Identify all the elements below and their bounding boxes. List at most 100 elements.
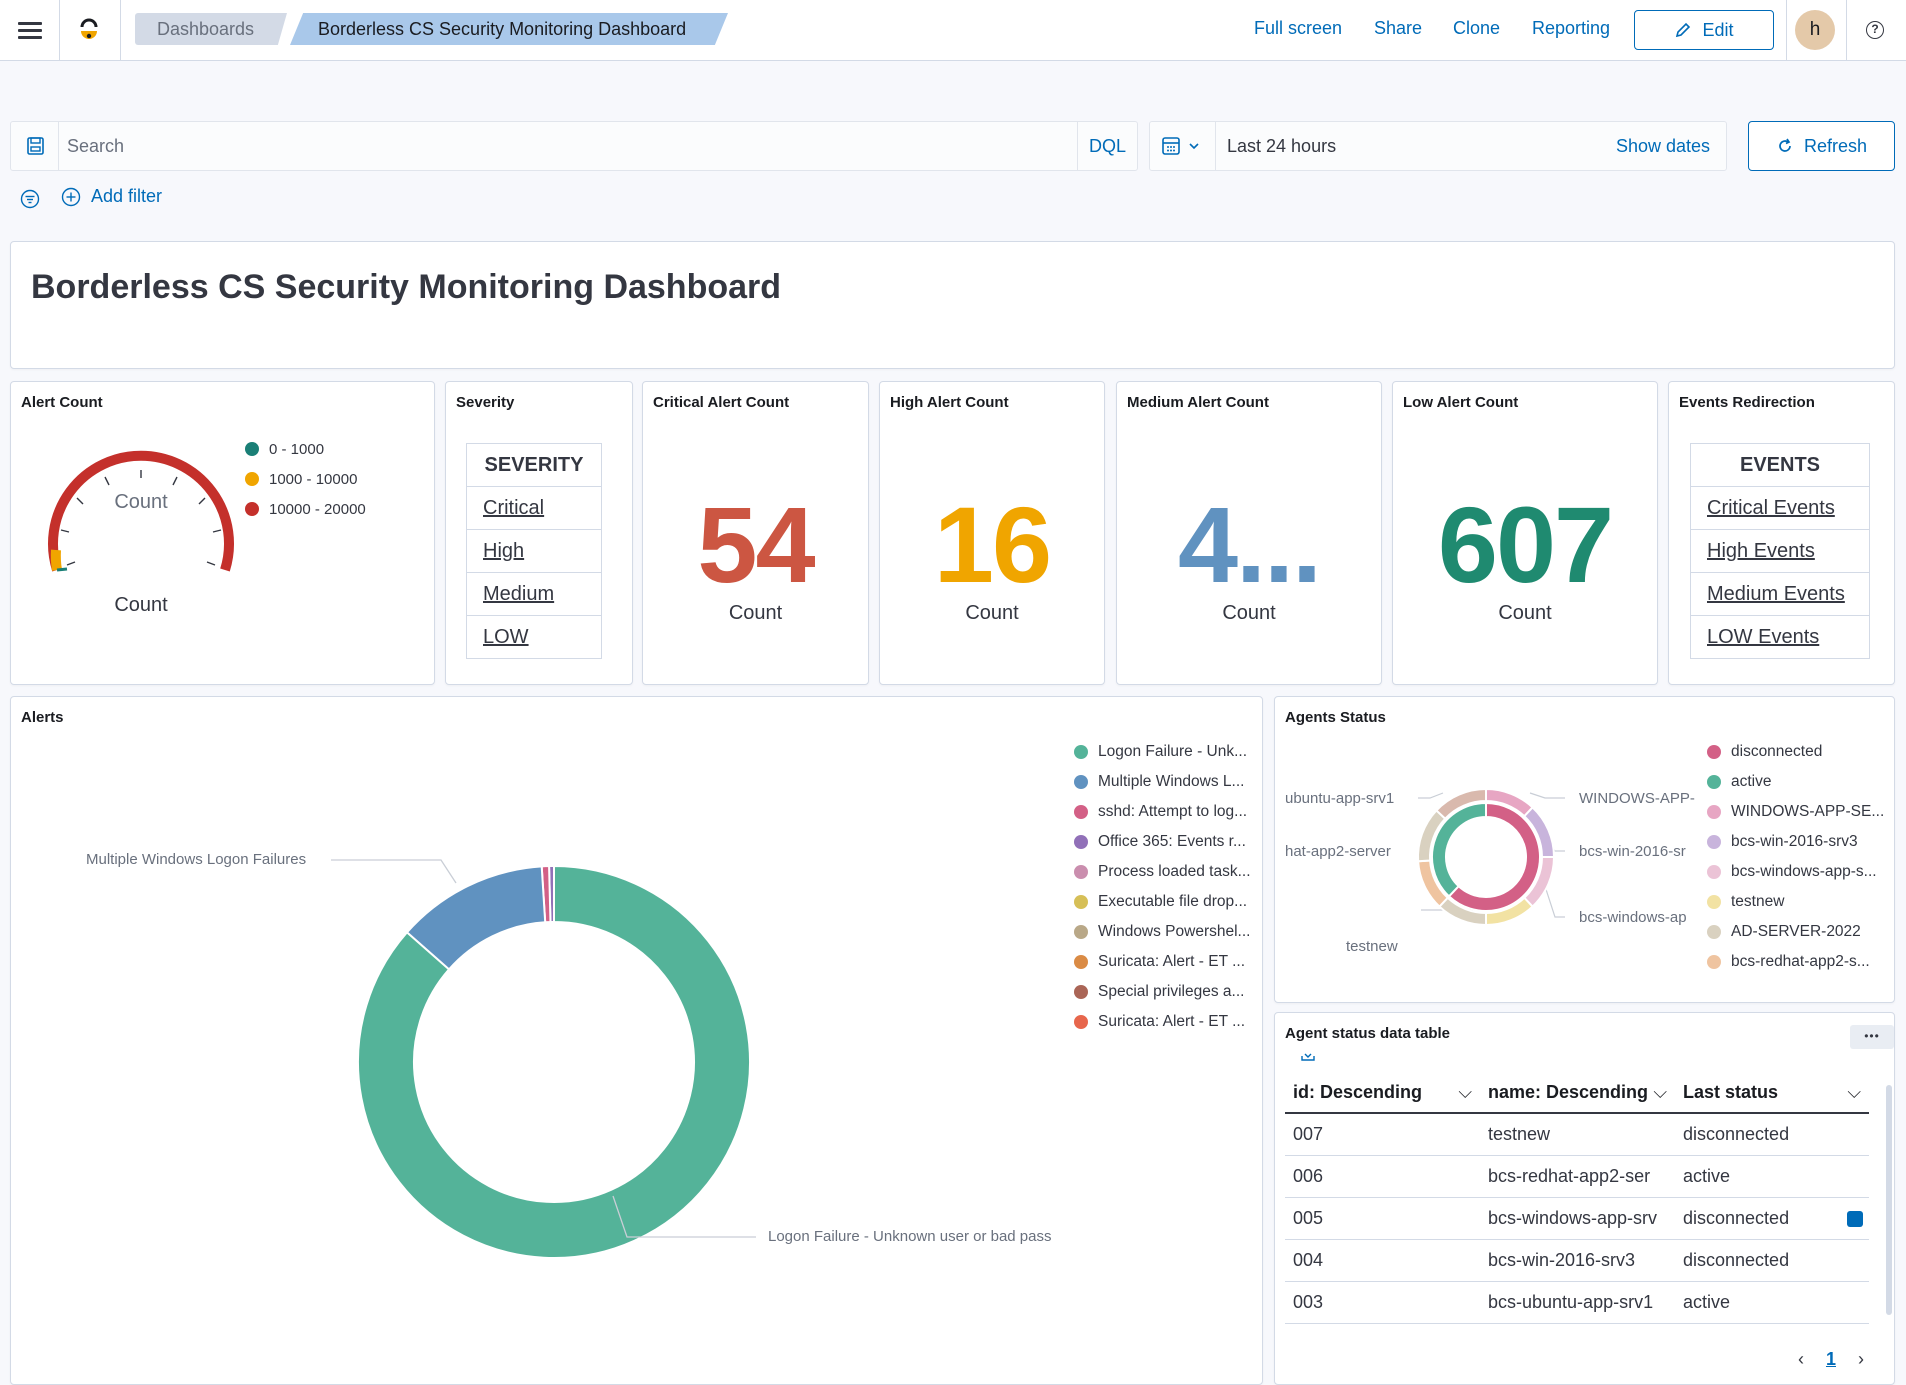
- column-header-name[interactable]: name: Descending ⌵: [1480, 1073, 1675, 1114]
- share-link[interactable]: Share: [1374, 18, 1423, 38]
- clone-link[interactable]: Clone: [1453, 18, 1501, 38]
- table-row: 005 bcs-windows-app-srv disconnected: [1285, 1197, 1869, 1240]
- cell-name: testnew: [1480, 1113, 1675, 1156]
- sunburst-callout-label: testnew: [1346, 938, 1398, 955]
- legend-item[interactable]: AD-SERVER-2022: [1707, 917, 1884, 947]
- legend-item[interactable]: 10000 - 20000: [245, 494, 366, 524]
- panel-options-button[interactable]: •••: [1850, 1025, 1894, 1049]
- agents-status-sunburst-chart: ubuntu-app-srv1 hat-app2-server testnew …: [1285, 787, 1695, 955]
- legend-label: Special privileges a...: [1098, 983, 1245, 1000]
- download-icon[interactable]: [1301, 1049, 1315, 1061]
- sunburst-inner-slice[interactable]: [1447, 801, 1541, 912]
- legend-item[interactable]: active: [1707, 767, 1884, 797]
- legend-label: 0 - 1000: [269, 440, 325, 458]
- gauge-sub-label: Count: [114, 594, 168, 616]
- low-events-link[interactable]: LOW Events: [1690, 615, 1870, 659]
- sunburst-callout-label: bcs-win-2016-sr: [1579, 843, 1686, 860]
- severity-link-medium[interactable]: Medium: [466, 572, 602, 616]
- time-range-value[interactable]: Last 24 hours: [1227, 136, 1337, 156]
- saved-query-button[interactable]: [11, 122, 59, 170]
- edit-button[interactable]: Edit: [1634, 10, 1774, 50]
- cell-id: 005: [1285, 1197, 1480, 1240]
- high-events-link[interactable]: High Events: [1690, 529, 1870, 573]
- legend-item[interactable]: 0 - 1000: [245, 434, 366, 464]
- donut-slice[interactable]: [357, 864, 751, 1259]
- legend-item[interactable]: Office 365: Events r...: [1074, 827, 1251, 857]
- legend-color-dot: [1074, 835, 1088, 849]
- hamburger-menu-icon[interactable]: [14, 16, 46, 44]
- sunburst-outer-slice[interactable]: [1435, 787, 1487, 821]
- severity-link-low[interactable]: LOW: [466, 615, 602, 659]
- reporting-link[interactable]: Reporting: [1532, 18, 1611, 38]
- show-dates-link[interactable]: Show dates: [1615, 136, 1710, 156]
- legend-label: AD-SERVER-2022: [1731, 923, 1861, 940]
- legend-item[interactable]: bcs-win-2016-srv3: [1707, 827, 1884, 857]
- legend-item[interactable]: Executable file drop...: [1074, 887, 1251, 917]
- critical-events-link[interactable]: Critical Events: [1690, 486, 1870, 530]
- page-number[interactable]: 1: [1825, 1349, 1836, 1369]
- donut-slice[interactable]: [405, 865, 547, 971]
- search-input[interactable]: [67, 132, 1067, 160]
- app-logo-icon[interactable]: [72, 14, 106, 48]
- legend-color-dot: [1707, 955, 1721, 969]
- legend-item[interactable]: sshd: Attempt to log...: [1074, 797, 1251, 827]
- legend-item[interactable]: 1000 - 10000: [245, 464, 366, 494]
- breadcrumb-dashboards[interactable]: Dashboards: [135, 13, 287, 45]
- cell-status: disconnected: [1675, 1197, 1869, 1240]
- cell-name: bcs-win-2016-srv3: [1480, 1239, 1675, 1282]
- legend-item[interactable]: Suricata: Alert - ET ...: [1074, 947, 1251, 977]
- legend-item[interactable]: Windows Powershel...: [1074, 917, 1251, 947]
- legend-item[interactable]: Suricata: Alert - ET ...: [1074, 1007, 1251, 1037]
- quick-date-menu-button[interactable]: [1150, 122, 1216, 170]
- medium-events-link[interactable]: Medium Events: [1690, 572, 1870, 616]
- chevron-down-icon: ⌵: [1653, 1082, 1667, 1102]
- legend-item[interactable]: testnew: [1707, 887, 1884, 917]
- legend-color-dot: [1707, 835, 1721, 849]
- save-icon: [27, 137, 44, 155]
- user-avatar[interactable]: h: [1795, 10, 1835, 50]
- column-header-id[interactable]: id: Descending ⌵: [1285, 1073, 1480, 1114]
- agent-status-table-panel: Agent status data table ••• id: Descendi…: [1274, 1012, 1895, 1385]
- refresh-button[interactable]: Refresh: [1748, 121, 1895, 171]
- top-navigation-bar: Dashboards Borderless CS Security Monito…: [0, 0, 1906, 61]
- column-header-last-status[interactable]: Last status ⌵: [1675, 1073, 1869, 1114]
- legend-item[interactable]: disconnected: [1707, 737, 1884, 767]
- legend-item[interactable]: bcs-redhat-app2-s...: [1707, 947, 1884, 977]
- cell-status: disconnected: [1675, 1113, 1869, 1156]
- add-filter-button[interactable]: Add filter: [61, 186, 162, 207]
- table-scrollbar[interactable]: [1886, 1085, 1892, 1315]
- medium-count-value: 4...: [1177, 484, 1322, 605]
- legend-item[interactable]: bcs-windows-app-s...: [1707, 857, 1884, 887]
- cell-action-icon[interactable]: [1847, 1210, 1863, 1227]
- medium-alert-count-panel: Medium Alert Count 4... Count: [1116, 381, 1382, 685]
- critical-count-value: 54: [697, 484, 815, 605]
- severity-header: SEVERITY: [466, 443, 602, 487]
- legend-item[interactable]: WINDOWS-APP-SE...: [1707, 797, 1884, 827]
- severity-link-critical[interactable]: Critical: [466, 486, 602, 530]
- legend-color-dot: [245, 442, 259, 456]
- help-icon[interactable]: ?: [1866, 21, 1884, 39]
- legend-label: disconnected: [1731, 743, 1823, 760]
- critical-alert-count-panel: Critical Alert Count 54 Count: [642, 381, 869, 685]
- filter-menu-icon[interactable]: [20, 189, 40, 209]
- full-screen-link[interactable]: Full screen: [1254, 18, 1343, 38]
- panel-title: Low Alert Count: [1403, 394, 1519, 411]
- legend-item[interactable]: Multiple Windows L...: [1074, 767, 1251, 797]
- sunburst-callout-label: WINDOWS-APP-: [1579, 790, 1695, 807]
- legend-item[interactable]: Special privileges a...: [1074, 977, 1251, 1007]
- donut-callout-label: Multiple Windows Logon Failures: [86, 851, 306, 868]
- legend-color-dot: [1707, 805, 1721, 819]
- header-divider: [120, 0, 121, 60]
- legend-label: Suricata: Alert - ET ...: [1098, 1013, 1246, 1030]
- legend-label: Executable file drop...: [1098, 893, 1248, 910]
- previous-page-icon[interactable]: ‹: [1797, 1349, 1804, 1369]
- sunburst-inner-slice[interactable]: [1431, 801, 1487, 898]
- legend-item[interactable]: Logon Failure - Unk...: [1074, 737, 1251, 767]
- legend-item[interactable]: Process loaded task...: [1074, 857, 1251, 887]
- next-page-icon[interactable]: ›: [1858, 1349, 1864, 1369]
- refresh-icon: [1779, 138, 1791, 152]
- severity-link-high[interactable]: High: [466, 529, 602, 573]
- panel-title: Severity: [456, 394, 515, 411]
- query-language-toggle[interactable]: DQL: [1077, 122, 1137, 170]
- cell-status: active: [1675, 1281, 1869, 1324]
